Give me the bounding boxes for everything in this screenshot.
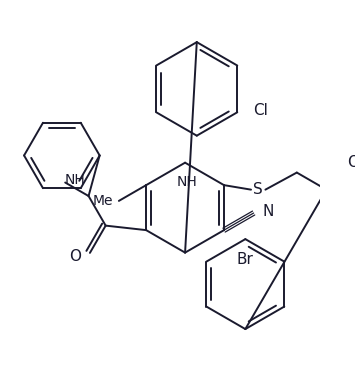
Text: S: S — [253, 182, 263, 197]
Text: Me: Me — [93, 194, 114, 208]
Text: Cl: Cl — [253, 103, 268, 118]
Text: Br: Br — [237, 252, 254, 267]
Text: N: N — [263, 204, 274, 219]
Text: NH: NH — [64, 173, 85, 187]
Text: O: O — [69, 249, 81, 264]
Text: NH: NH — [176, 175, 197, 189]
Text: O: O — [347, 155, 355, 170]
